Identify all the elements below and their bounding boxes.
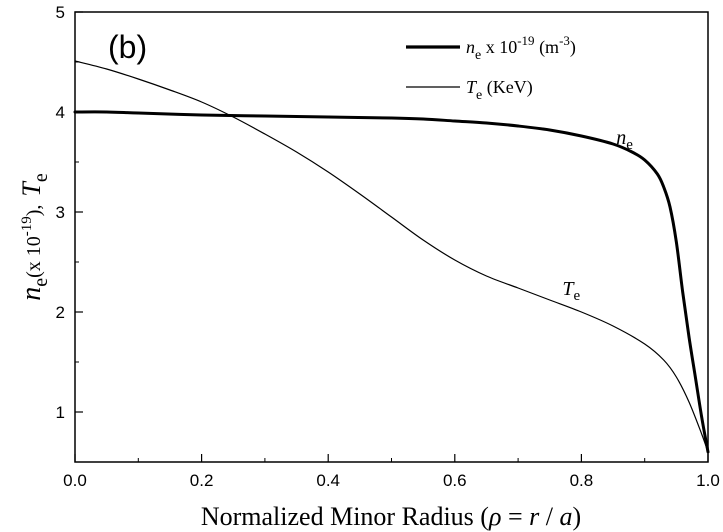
y-title-exp: -19 [19, 216, 35, 236]
x-tick-label-0: 0.0 [63, 471, 87, 490]
series-layer [73, 60, 710, 454]
x-tick-label-5: 1.0 [696, 471, 720, 490]
plot-frame [74, 11, 709, 463]
legend-te-text: (KeV) [482, 77, 532, 98]
legend-ne-unit: (m [535, 37, 560, 58]
y-title-n-sub: e [30, 278, 52, 287]
x-tick-label-1: 0.2 [190, 471, 214, 490]
x-tick-label-4: 0.8 [570, 471, 594, 490]
series-line-0 [73, 110, 710, 454]
y-title-t-sub: e [30, 173, 52, 182]
y-tick-label-1: 2 [56, 303, 65, 322]
legend-label-te: Te (KeV) [466, 77, 533, 103]
x-axis-title: Normalized Minor Radius (ρ = r / a) [201, 502, 581, 531]
x-title-slash: / [539, 502, 559, 531]
annotation-ne: ne [616, 127, 633, 153]
legend-ne-close: ) [570, 37, 576, 58]
y-title-close: ), [23, 205, 45, 217]
y-axis-title: ne(x 10-19),Te [16, 173, 52, 301]
x-title-a: a [559, 502, 572, 531]
x-title-r: r [529, 502, 540, 531]
legend-ne-var: n [466, 37, 475, 57]
annotation-ne-var: n [616, 127, 626, 149]
y-title-unit: (x 10 [23, 236, 45, 278]
legend-ne-sub: e [475, 48, 481, 63]
y-tick-label-4: 5 [56, 3, 65, 22]
x-title-mid: = [501, 502, 529, 531]
annotation-te-var: T [562, 278, 575, 300]
legend-te-sub: e [476, 88, 482, 103]
y-title-t: T [17, 181, 46, 197]
legend: ne x 10-19 (m-3) Te (KeV) [406, 33, 576, 103]
y-tick-label-0: 1 [56, 403, 65, 422]
legend-label-ne: ne x 10-19 (m-3) [466, 33, 576, 63]
x-tick-label-2: 0.4 [316, 471, 340, 490]
legend-ne-unit-exp: -3 [559, 33, 570, 48]
y-title-n: n [16, 287, 47, 301]
annotation-te: Te [562, 278, 580, 304]
ticks: 0.0 0.2 0.4 0.6 0.8 1.0 1 2 3 4 5 [56, 3, 720, 490]
legend-ne-text: x 10 [481, 37, 517, 57]
annotation-ne-sub: e [626, 137, 633, 153]
y-tick-label-3: 4 [56, 103, 65, 122]
legend-te-var: T [466, 77, 478, 97]
y-tick-label-2: 3 [56, 203, 65, 222]
annotation-te-sub: e [574, 288, 581, 304]
series-line-1 [74, 60, 709, 453]
panel-label: (b) [108, 29, 147, 65]
legend-ne-exp: -19 [517, 33, 534, 48]
x-title-rho: ρ [488, 502, 501, 531]
x-title-prefix: Normalized Minor Radius ( [201, 502, 489, 531]
x-title-suffix: ) [572, 502, 581, 531]
x-tick-label-3: 0.6 [443, 471, 467, 490]
